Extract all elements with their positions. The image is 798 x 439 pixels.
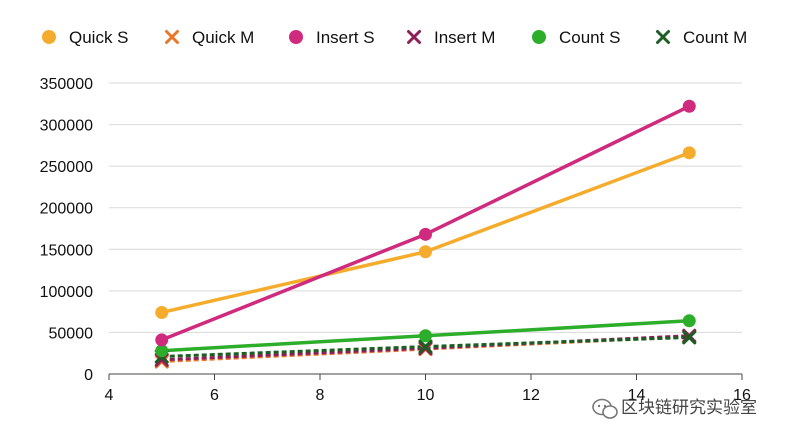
x-tick-label: 10 [417, 387, 435, 404]
legend-marker [532, 30, 546, 44]
data-point-count-s [419, 329, 432, 343]
y-axis-ticks: 0 50000 100000 150000 200000 250000 300000 3500… [40, 76, 93, 384]
data-point-count-m [418, 339, 433, 354]
y-tick-label: 50000 [49, 325, 94, 342]
legend-marker [407, 30, 421, 44]
data-point-count-s [155, 344, 169, 358]
y-tick-label: 300000 [40, 118, 93, 135]
x-tick-label: 8 [316, 387, 325, 404]
legend-label: Insert S [316, 28, 375, 47]
grid-lines [109, 82, 742, 333]
y-tick-label: 100000 [40, 284, 93, 301]
legend: Quick S Quick M Insert S Insert M Count S Cou… [42, 28, 747, 47]
legend-label: Insert M [434, 28, 495, 47]
x-tick-label: 14 [628, 387, 646, 404]
data-point-insert-s [419, 227, 432, 241]
legend-item: Insert M [407, 28, 495, 47]
legend-item: Count S [532, 28, 620, 47]
data-point-count-s [682, 314, 696, 328]
legend-marker [165, 30, 179, 44]
legend-item: Count M [656, 28, 747, 47]
legend-marker [656, 30, 670, 44]
watermark-text: 区块链研究实验室 [621, 398, 757, 418]
x-tick-label: 16 [733, 387, 751, 404]
legend-marker [42, 30, 56, 44]
legend-label: Quick S [69, 28, 129, 47]
x-tick-label: 6 [210, 387, 219, 404]
legend-item: Insert S [289, 28, 375, 47]
data-point-insert-s [682, 99, 696, 113]
y-tick-label: 250000 [40, 159, 93, 176]
data-point-quick-s [419, 245, 432, 259]
data-point-quick-s [682, 146, 696, 160]
x-tick-label: 12 [522, 387, 540, 404]
y-tick-label: 350000 [40, 76, 93, 93]
legend-label: Count S [559, 28, 620, 47]
wechat-icon [592, 398, 618, 419]
y-tick-label: 150000 [40, 242, 93, 259]
y-tick-label: 200000 [40, 201, 93, 218]
legend-item: Quick S [42, 28, 129, 47]
legend-marker [289, 30, 303, 44]
series-markers [154, 99, 697, 369]
data-point-count-m [682, 330, 697, 345]
series-line-insert-s [161, 104, 691, 342]
legend-label: Count M [683, 28, 747, 47]
watermark: 区块链研究实验室 [592, 398, 757, 419]
data-point-insert-m [154, 352, 169, 367]
x-axis-ticks: 4 6 8 10 12 14 16 [105, 374, 751, 404]
data-point-insert-s [155, 333, 169, 347]
data-point-quick-s [155, 305, 169, 319]
legend-label: Quick M [192, 28, 254, 47]
legend-item: Quick M [165, 28, 254, 47]
x-tick-label: 4 [105, 387, 114, 404]
y-tick-label: 0 [84, 367, 93, 384]
